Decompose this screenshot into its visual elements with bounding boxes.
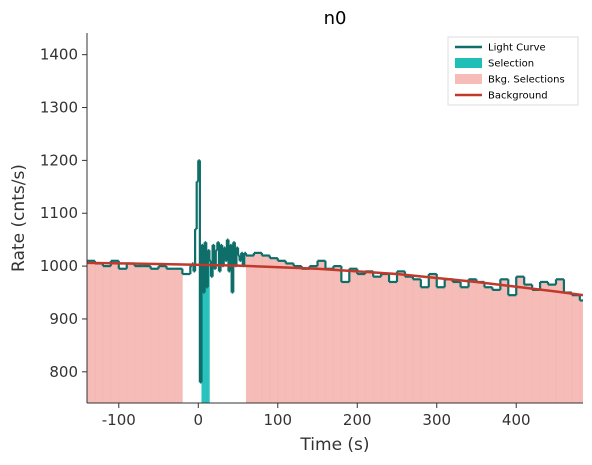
bkg-fill — [253, 252, 263, 403]
bkg-fill — [349, 268, 358, 403]
bkg-fill — [436, 287, 445, 403]
bkg-fill — [150, 268, 159, 403]
y-tick-label: 1200 — [40, 151, 78, 169]
bkg-fill — [373, 276, 382, 403]
bkg-fill — [571, 295, 581, 403]
x-tick-label: 400 — [502, 411, 531, 429]
bkg-fill — [365, 271, 374, 403]
y-axis-label: Rate (cnts/s) — [9, 164, 29, 272]
bkg-fill — [444, 279, 453, 403]
bkg-fill — [548, 284, 557, 403]
legend-label: Bkg. Selections — [488, 75, 565, 86]
bkg-fill — [102, 266, 112, 403]
selection-fill — [206, 287, 209, 403]
bkg-fill — [333, 266, 342, 403]
bkg-fill — [118, 268, 128, 403]
bkg-fill — [174, 268, 183, 403]
bkg-fill — [555, 279, 565, 403]
y-tick-label: 900 — [49, 310, 78, 328]
bkg-fill — [261, 255, 271, 403]
bkg-fill — [452, 281, 461, 403]
bkg-fill — [381, 274, 390, 403]
bkg-fill — [341, 281, 350, 403]
legend-swatch — [455, 58, 482, 68]
bkg-fill — [94, 263, 104, 403]
bkg-fill — [245, 255, 255, 403]
selection-fill — [207, 250, 210, 403]
bkg-fill — [500, 279, 509, 403]
legend-label: Background — [488, 91, 548, 102]
x-tick-label: 100 — [263, 411, 292, 429]
selection-fill — [204, 242, 207, 403]
x-tick-label: 300 — [422, 411, 451, 429]
bkg-fill — [492, 289, 501, 403]
bkg-fill — [142, 266, 151, 403]
bkg-fill — [277, 260, 287, 403]
y-tick-label: 1100 — [40, 204, 78, 222]
bkg-fill — [579, 300, 583, 403]
bkg-fill — [532, 289, 541, 403]
y-tick-label: 1000 — [40, 257, 78, 275]
chart-title: n0 — [324, 8, 347, 29]
bkg-fill — [412, 279, 422, 403]
bkg-fill — [87, 260, 96, 403]
bkg-fill — [110, 260, 120, 403]
bkg-fill — [428, 274, 438, 403]
y-tick-label: 800 — [49, 363, 78, 381]
bkg-fill — [126, 263, 135, 403]
legend-label: Light Curve — [488, 43, 546, 54]
selection-fill — [203, 292, 205, 403]
y-tick-label: 1400 — [40, 46, 78, 64]
bkg-fill — [357, 274, 366, 403]
bkg-fill — [134, 266, 143, 403]
bkg-fill — [516, 276, 525, 403]
bkg-fill — [420, 287, 430, 403]
x-tick-label: -100 — [102, 411, 136, 429]
bkg-fill — [524, 284, 533, 403]
bkg-fill — [460, 287, 469, 403]
legend-label: Selection — [488, 59, 534, 70]
bkg-fill — [325, 268, 334, 403]
x-tick-label: 0 — [194, 411, 204, 429]
bkg-fill — [309, 266, 318, 403]
bkg-fill — [317, 260, 326, 403]
bkg-fill — [397, 271, 406, 403]
bkg-fill — [476, 281, 485, 403]
bkg-fill — [158, 266, 167, 403]
plot-area — [87, 159, 583, 403]
bkg-fill — [540, 281, 549, 403]
bkg-fill — [508, 295, 517, 403]
y-tick-label: 1300 — [40, 99, 78, 117]
bkg-fill — [285, 263, 294, 403]
bkg-fill — [484, 287, 493, 403]
bkg-fill — [563, 292, 573, 403]
legend-swatch — [455, 74, 482, 84]
bkg-fill — [269, 258, 279, 403]
bkg-fill — [468, 279, 477, 403]
bkg-fill — [389, 281, 398, 403]
legend — [447, 36, 579, 106]
bkg-fill — [293, 266, 302, 403]
x-axis-label: Time (s) — [299, 435, 369, 455]
bkg-fill — [166, 268, 175, 403]
bkg-fill — [301, 268, 310, 403]
bkg-fill — [404, 276, 414, 403]
x-tick-label: 200 — [343, 411, 372, 429]
background-line — [87, 261, 583, 297]
